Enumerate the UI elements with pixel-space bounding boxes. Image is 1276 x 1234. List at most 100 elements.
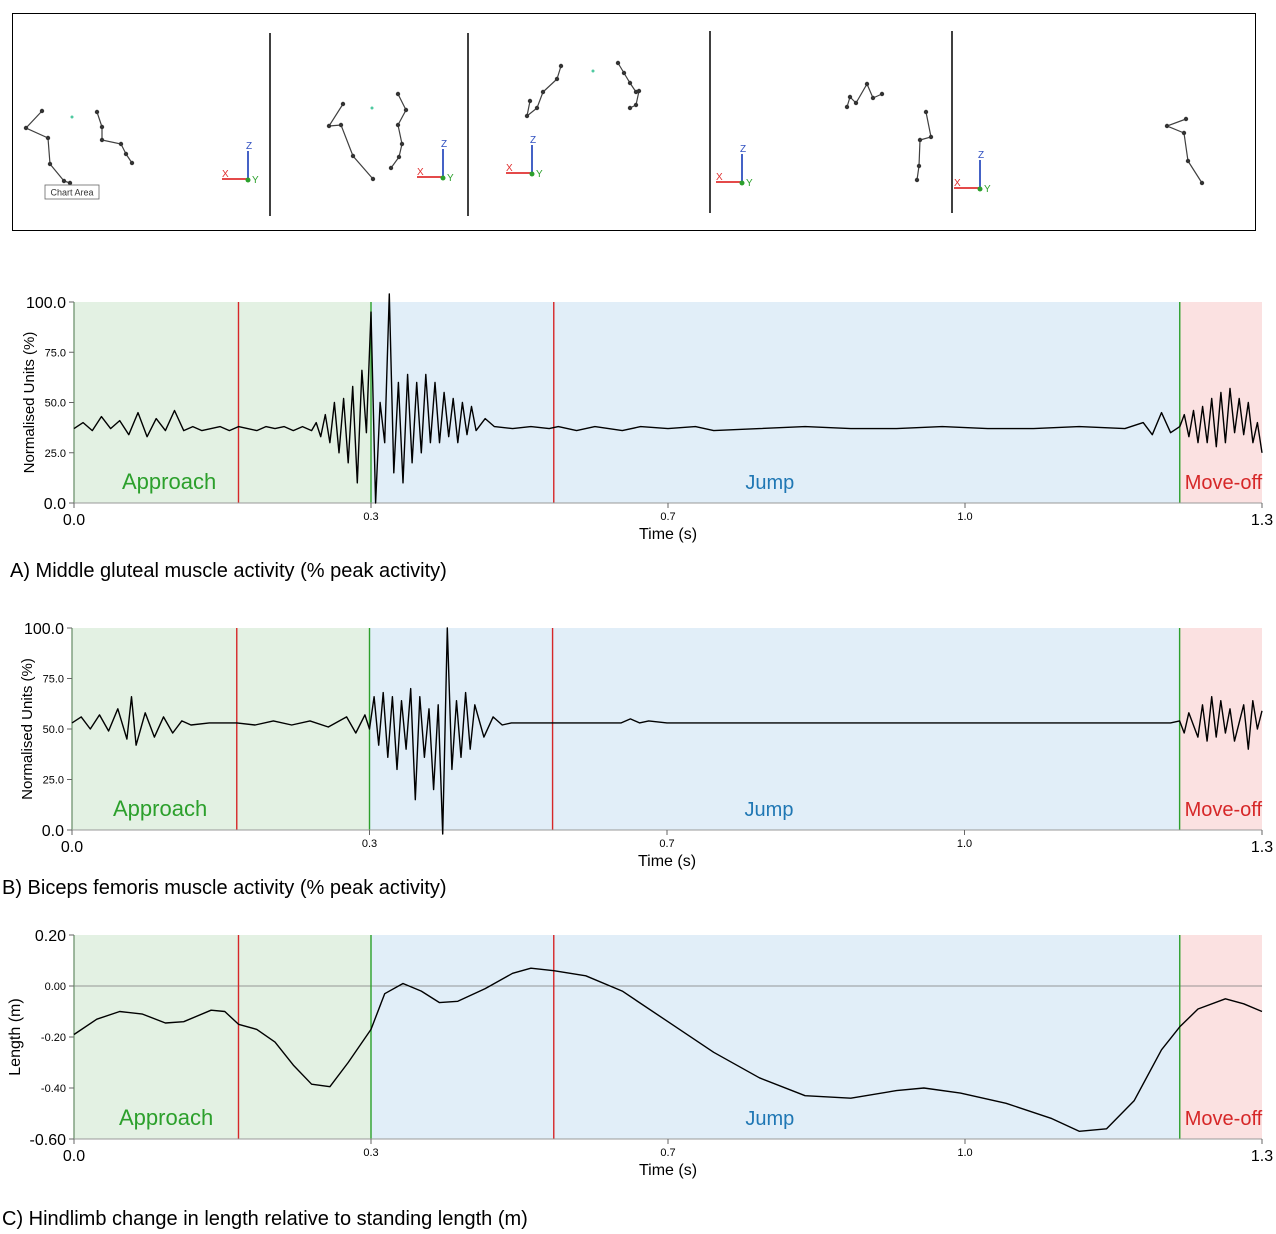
joint-marker: [621, 70, 627, 76]
joint-marker: [45, 135, 51, 141]
phase-approach-region: [72, 628, 370, 830]
joint-marker: [627, 80, 633, 86]
x-axis-title: Time (s): [639, 1162, 697, 1179]
z-axis-label: Z: [740, 144, 746, 155]
joint-marker: [340, 101, 346, 107]
y-axis-dot: [739, 180, 745, 186]
stick-figures: [23, 60, 1205, 186]
phase-jump-region: [371, 302, 1180, 503]
x-tick-label: 0.3: [363, 511, 378, 523]
joint-marker: [388, 165, 394, 171]
y-tick-label: 25.0: [43, 775, 64, 787]
joint-marker: [558, 63, 564, 69]
axis-triads: Z X Y Z X Y Z X Y Z X Y Z X Y: [222, 135, 991, 195]
joint-marker: [118, 141, 124, 147]
y-tick-label: 50.0: [43, 724, 64, 736]
phase-label-moveoff: Move-off: [1185, 1108, 1263, 1130]
joint-marker: [917, 137, 923, 143]
data-series-line: [71, 627, 1263, 835]
joint-marker: [1185, 158, 1191, 164]
joint-marker: [1199, 180, 1205, 186]
phase-label-jump: Jump: [745, 1108, 794, 1130]
x-axis-label: X: [222, 169, 229, 180]
stick-figure-panel: Z X Y Z X Y Z X Y Z X Y Z X Y Chart Area: [12, 13, 1256, 231]
y-axis-title: Length (m): [7, 998, 24, 1075]
joint-marker: [928, 134, 934, 140]
joint-marker: [99, 137, 105, 143]
y-tick-label: 0.0: [42, 823, 64, 840]
phase-label-approach: Approach: [119, 1105, 213, 1130]
x-tick-label: 1.3: [1251, 512, 1273, 529]
y-axis-label: Y: [746, 178, 753, 189]
joint-marker: [350, 153, 356, 159]
phase-label-approach: Approach: [122, 469, 216, 494]
joint-marker: [527, 98, 533, 104]
joint-marker: [99, 124, 105, 130]
joint-marker: [61, 178, 67, 184]
x-tick-label: 1.3: [1251, 839, 1273, 856]
phase-label-approach: Approach: [113, 796, 207, 821]
y-axis-dot: [245, 177, 251, 183]
y-tick-label: 25.0: [45, 448, 66, 460]
x-tick-label: 0.7: [659, 838, 674, 850]
joint-marker: [395, 91, 401, 97]
y-tick-label: 100.0: [24, 621, 64, 638]
joint-marker: [633, 102, 639, 108]
y-axis-label: Y: [252, 175, 259, 186]
x-tick-label: 0.7: [660, 511, 675, 523]
x-axis-label: X: [506, 163, 513, 174]
joint-marker: [129, 160, 135, 166]
x-tick-label: 1.0: [957, 1147, 972, 1159]
y-tick-label: -0.20: [41, 1032, 66, 1044]
data-series-line: [73, 293, 1263, 504]
joint-marker: [338, 122, 344, 128]
stick-segment: [390, 93, 407, 169]
y-tick-label: 75.0: [45, 347, 66, 359]
x-axis-title: Time (s): [639, 526, 697, 543]
chart-biceps-femoris: 0.0 25.0 50.0 75.0 100.0 0.0 0.3 0.7 1.0 1.3 Time …: [19, 621, 1273, 870]
phase-moveoff-region: [1179, 935, 1262, 1139]
joint-marker: [399, 141, 405, 147]
joint-marker: [864, 81, 870, 87]
x-tick-label: 0.3: [363, 1147, 378, 1159]
phase-moveoff-region: [1179, 628, 1262, 830]
joint-marker: [847, 94, 853, 100]
x-axis-label: X: [417, 167, 424, 178]
x-tick-label: 1.3: [1251, 1148, 1273, 1165]
x-axis-label: X: [954, 178, 961, 189]
joint-marker: [39, 108, 45, 114]
joint-marker: [395, 122, 401, 128]
joint-marker: [1164, 123, 1170, 129]
joint-marker: [524, 113, 530, 119]
chart-hindlimb-length: -0.60 -0.40 -0.20 0.00 0.20 0.0 0.3 0.7 1.0 1.3 Ti…: [7, 928, 1273, 1179]
phase-approach-region: [74, 302, 371, 503]
joint-marker: [534, 105, 540, 111]
joint-marker: [67, 180, 73, 186]
caption-b: B) Biceps femoris muscle activity (% pea…: [2, 877, 447, 899]
y-axis-label: Y: [536, 169, 543, 180]
joint-marker: [627, 105, 633, 111]
joint-marker: [540, 89, 546, 95]
x-tick-label: 0.0: [63, 512, 85, 529]
phase-approach-region: [74, 935, 371, 1139]
y-tick-label: 100.0: [26, 295, 66, 312]
y-tick-label: -0.60: [30, 1132, 67, 1149]
joint-marker: [636, 88, 642, 94]
stick-segment: [526, 65, 562, 118]
y-tick-label: 75.0: [43, 674, 64, 686]
joint-marker: [123, 151, 129, 157]
x-tick-label: 1.0: [957, 838, 972, 850]
tooltip-text: Chart Area: [50, 188, 93, 198]
joint-marker: [615, 60, 621, 66]
x-tick-label: 0.0: [61, 839, 83, 856]
caption-a: A) Middle gluteal muscle activity (% pea…: [10, 560, 447, 582]
data-series-line: [73, 967, 1263, 1133]
joint-marker: [326, 123, 332, 129]
y-axis-dot: [977, 186, 983, 192]
joint-marker: [370, 176, 376, 182]
x-axis-label: X: [716, 172, 723, 183]
z-axis-label: Z: [530, 135, 536, 146]
y-tick-label: -0.40: [41, 1083, 66, 1095]
phase-label-jump: Jump: [745, 799, 794, 821]
joint-marker: [1181, 130, 1187, 136]
